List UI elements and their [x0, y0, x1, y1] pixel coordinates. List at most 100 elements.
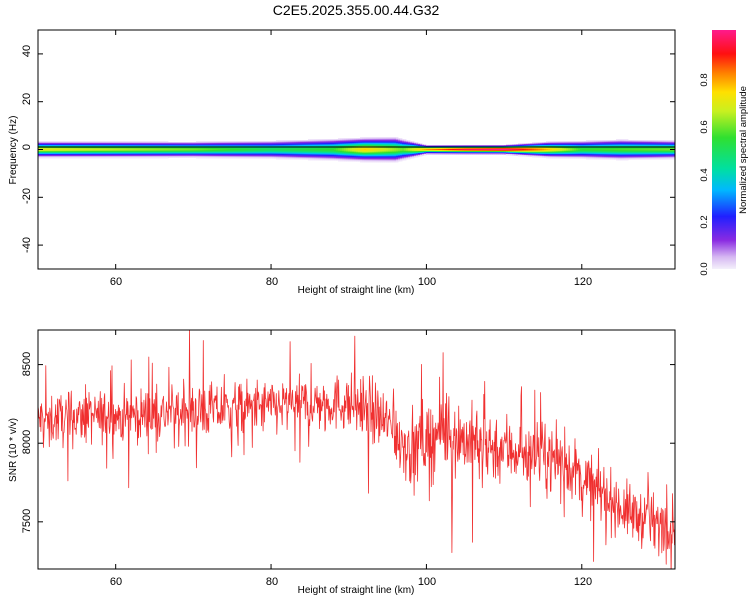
heatmap-cell	[406, 149, 409, 151]
heatmap-cell	[322, 147, 325, 149]
heatmap-cell	[580, 151, 583, 153]
heatmap-cell	[400, 141, 403, 143]
heatmap-cell	[342, 139, 345, 141]
heatmap-cell	[620, 143, 623, 145]
heatmap-cell	[80, 149, 83, 151]
heatmap-cell	[216, 151, 219, 153]
heatmap-cell	[120, 150, 123, 152]
heatmap-cell	[408, 144, 411, 146]
heatmap-cell	[114, 155, 117, 157]
heatmap-cell	[44, 148, 47, 150]
heatmap-cell	[134, 154, 137, 156]
heatmap-cell	[376, 156, 379, 158]
heatmap-cell	[362, 157, 365, 159]
heatmap-cell	[104, 143, 107, 145]
heatmap-cell	[126, 148, 129, 150]
heatmap-cell	[362, 160, 365, 162]
heatmap-cell	[156, 154, 159, 156]
heatmap-cell	[152, 157, 155, 159]
heatmap-cell	[332, 149, 335, 151]
heatmap-cell	[212, 149, 215, 151]
heatmap-cell	[254, 151, 257, 153]
heatmap-cell	[444, 150, 447, 152]
heatmap-cell	[322, 158, 325, 160]
heatmap-cell	[400, 156, 403, 158]
heatmap-cell	[500, 148, 503, 150]
heatmap-cell	[272, 144, 275, 146]
heatmap-cell	[520, 153, 523, 155]
heatmap-cell	[190, 147, 193, 149]
heatmap-cell	[166, 149, 169, 151]
heatmap-cell	[162, 151, 165, 153]
heatmap-cell	[40, 155, 43, 157]
heatmap-cell	[38, 152, 41, 154]
heatmap-cell	[540, 154, 543, 156]
heatmap-cell	[366, 157, 369, 159]
heatmap-cell	[112, 157, 115, 159]
heatmap-cell	[546, 144, 549, 146]
heatmap-cell	[428, 150, 431, 152]
heatmap-cell	[596, 151, 599, 153]
heatmap-cell	[598, 150, 601, 152]
heatmap-cell	[392, 152, 395, 154]
heatmap-cell	[382, 155, 385, 157]
heatmap-cell	[252, 148, 255, 150]
heatmap-cell	[360, 143, 363, 145]
heatmap-cell	[188, 143, 191, 145]
heatmap-cell	[212, 145, 215, 147]
heatmap-cell	[340, 152, 343, 154]
heatmap-cell	[312, 151, 315, 153]
heatmap-cell	[422, 153, 425, 155]
heatmap-cell	[482, 153, 485, 155]
heatmap-cell	[378, 142, 381, 144]
heatmap-cell	[328, 152, 331, 154]
heatmap-cell	[570, 149, 573, 151]
heatmap-cell	[232, 141, 235, 143]
heatmap-cell	[512, 150, 515, 152]
heatmap-cell	[270, 152, 273, 154]
heatmap-cell	[620, 150, 623, 152]
heatmap-cell	[224, 150, 227, 152]
heatmap-cell	[616, 151, 619, 153]
heatmap-cell	[300, 154, 303, 156]
heatmap-cell	[376, 161, 379, 163]
heatmap-cell	[48, 157, 51, 159]
heatmap-cell	[158, 143, 161, 145]
heatmap-cell	[572, 149, 575, 151]
heatmap-cell	[180, 154, 183, 156]
heatmap-cell	[162, 145, 165, 147]
heatmap-cell	[402, 140, 405, 142]
heatmap-cell	[404, 143, 407, 145]
heatmap-cell	[384, 138, 387, 140]
heatmap-cell	[492, 148, 495, 150]
heatmap-cell	[98, 156, 101, 158]
heatmap-cell	[338, 143, 341, 145]
heatmap-cell	[138, 153, 141, 155]
heatmap-cell	[286, 142, 289, 144]
heatmap-cell	[38, 148, 41, 150]
heatmap-cell	[332, 158, 335, 160]
heatmap-cell	[350, 144, 353, 146]
heatmap-cell	[612, 141, 615, 143]
heatmap-cell	[472, 150, 475, 152]
heatmap-cell	[398, 138, 401, 140]
heatmap-cell	[118, 145, 121, 147]
heatmap-cell	[90, 145, 93, 147]
heatmap-cell	[420, 147, 423, 149]
heatmap-cell	[306, 147, 309, 149]
heatmap-cell	[602, 154, 605, 156]
heatmap-cell	[110, 148, 113, 150]
heatmap-cell	[360, 142, 363, 144]
heatmap-cell	[440, 151, 443, 153]
heatmap-cell	[128, 142, 131, 144]
heatmap-cell	[104, 155, 107, 157]
heatmap-cell	[98, 149, 101, 151]
heatmap-cell	[562, 155, 565, 157]
heatmap-cell	[358, 160, 361, 162]
heatmap-cell	[206, 155, 209, 157]
heatmap-cell	[456, 150, 459, 152]
heatmap-cell	[160, 153, 163, 155]
heatmap-cell	[288, 148, 291, 150]
heatmap-cell	[202, 142, 205, 144]
heatmap-cell	[98, 157, 101, 159]
